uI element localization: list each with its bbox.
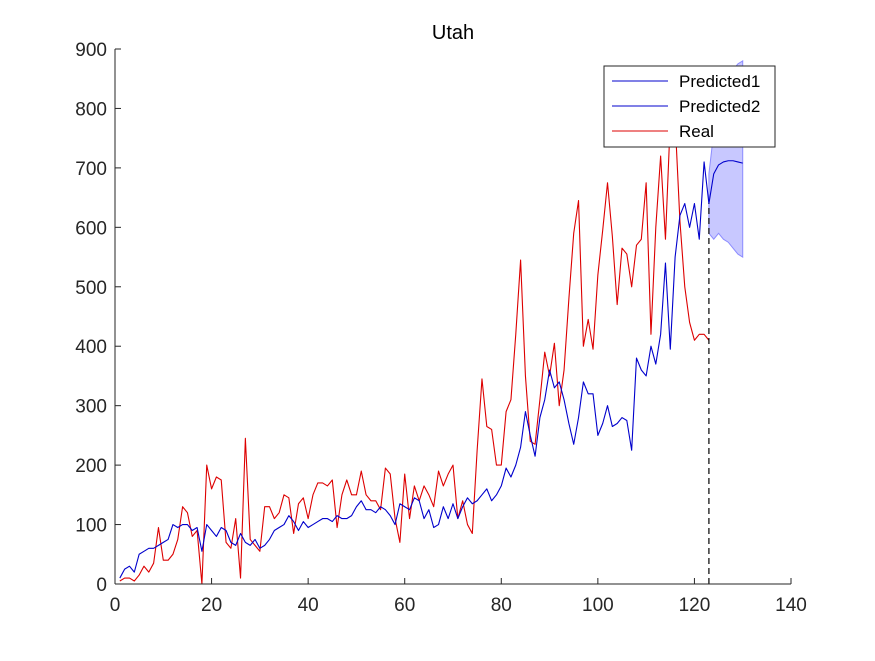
predicted2-line <box>708 160 743 204</box>
legend-label-predicted2: Predicted2 <box>679 97 760 116</box>
x-tick-label: 20 <box>201 595 222 616</box>
legend-label-predicted1: Predicted1 <box>679 72 760 91</box>
y-tick-label: 200 <box>75 456 107 477</box>
y-tick-label: 800 <box>75 99 107 120</box>
x-tick-label: 120 <box>679 595 711 616</box>
y-tick-label: 500 <box>75 278 107 299</box>
x-tick-label: 60 <box>394 595 415 616</box>
series-layer <box>119 119 743 584</box>
x-tick-label: 80 <box>491 595 512 616</box>
x-tick-label: 40 <box>298 595 319 616</box>
legend-item-predicted1: Predicted1 <box>612 72 760 91</box>
y-tick-label: 600 <box>75 218 107 239</box>
y-tick-label: 400 <box>75 337 107 358</box>
legend-item-predicted2: Predicted2 <box>612 97 760 116</box>
legend: Predicted1 Predicted2 Real <box>603 65 776 148</box>
legend-label-real: Real <box>679 122 714 141</box>
axes <box>114 49 791 585</box>
y-tick-label: 300 <box>75 397 107 418</box>
x-ticks: 0 20 40 60 80 100 120 140 <box>110 578 807 616</box>
y-tick-label: 100 <box>75 516 107 537</box>
chart-title: Utah <box>432 22 474 44</box>
predicted1-line <box>119 161 710 579</box>
y-tick-label: 0 <box>96 575 107 596</box>
legend-item-real: Real <box>612 122 714 141</box>
y-tick-label: 900 <box>75 40 107 61</box>
x-tick-label: 140 <box>775 595 807 616</box>
x-tick-label: 0 <box>110 595 121 616</box>
x-tick-label: 100 <box>582 595 614 616</box>
y-tick-label: 700 <box>75 159 107 180</box>
y-ticks: 0 100 200 300 400 500 600 700 800 900 <box>75 40 121 596</box>
real-line <box>119 119 710 584</box>
